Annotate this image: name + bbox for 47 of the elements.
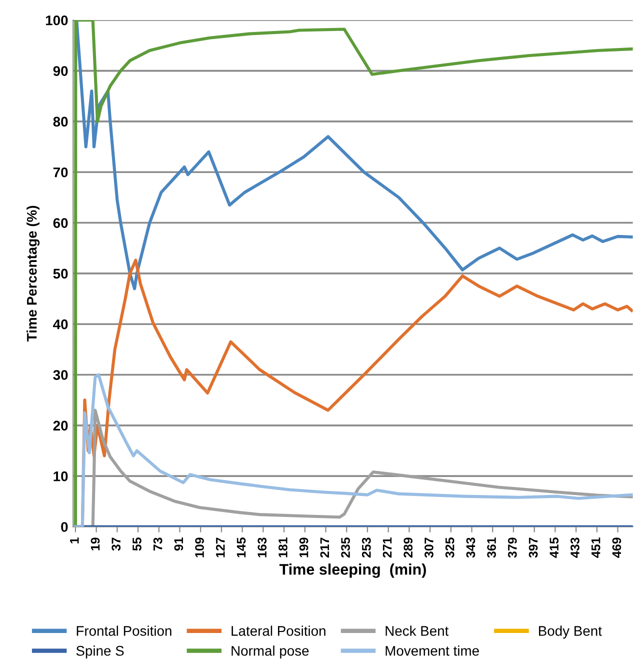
y-tick-label: 10 [54,471,68,482]
x-tick-label: 91 [174,538,184,551]
x-tick-label: 199 [299,538,308,558]
y-tick-label: 60 [53,218,68,228]
x-tick-label: 37 [112,538,121,551]
legend-label: Body Bent [539,626,602,639]
legend-label: Normal pose [232,646,309,658]
y-tick-label: 90 [53,66,68,76]
x-tick-label: 181 [278,538,288,558]
x-tick-label: 253 [362,538,371,558]
y-tick-label: 40 [53,319,68,330]
legend-label: Lateral Position [232,626,326,636]
x-tick-label: 415 [550,538,559,558]
y-tick-label: 50 [53,268,68,279]
y-axis-title: Time Percentage (%) [26,206,40,342]
y-tick-label: 100 [46,15,68,26]
x-tick-label: 451 [592,538,600,558]
x-axis-title: Time sleeping (min) [279,564,426,578]
x-tick-label: 145 [236,538,246,558]
x-tick-label: 19 [90,538,100,550]
x-tick-label: 73 [153,538,162,551]
x-tick-label: 109 [195,538,204,558]
x-tick-label: 433 [570,538,580,558]
legend-label: Neck Bent [386,626,449,636]
legend-label: Spine S [76,646,124,658]
x-tick-label: 325 [445,538,454,558]
x-tick-label: 163 [258,538,267,558]
y-tick-label: 20 [53,420,68,431]
legend-label: Movement time [386,646,479,656]
x-tick-label: 469 [612,538,622,558]
y-tick-label: 30 [53,370,68,380]
legend-label: Frontal Position [76,626,172,636]
x-tick-label: 307 [424,538,434,558]
x-tick-label: 361 [487,538,496,558]
y-tick-label: 80 [53,116,68,127]
x-tick-label: 271 [382,538,392,558]
x-tick-label: 235 [341,538,350,558]
x-tick-label: 127 [216,538,225,558]
x-tick-label: 397 [528,538,538,558]
x-tick-label: 1 [70,538,79,544]
x-tick-label: 379 [508,538,517,558]
y-tick-label: 0 [61,522,68,532]
y-tick-label: 70 [53,167,68,178]
x-tick-label: 55 [132,538,142,551]
x-tick-label: 289 [404,538,413,558]
x-tick-label: 343 [466,538,476,558]
x-tick-label: 217 [320,538,329,558]
